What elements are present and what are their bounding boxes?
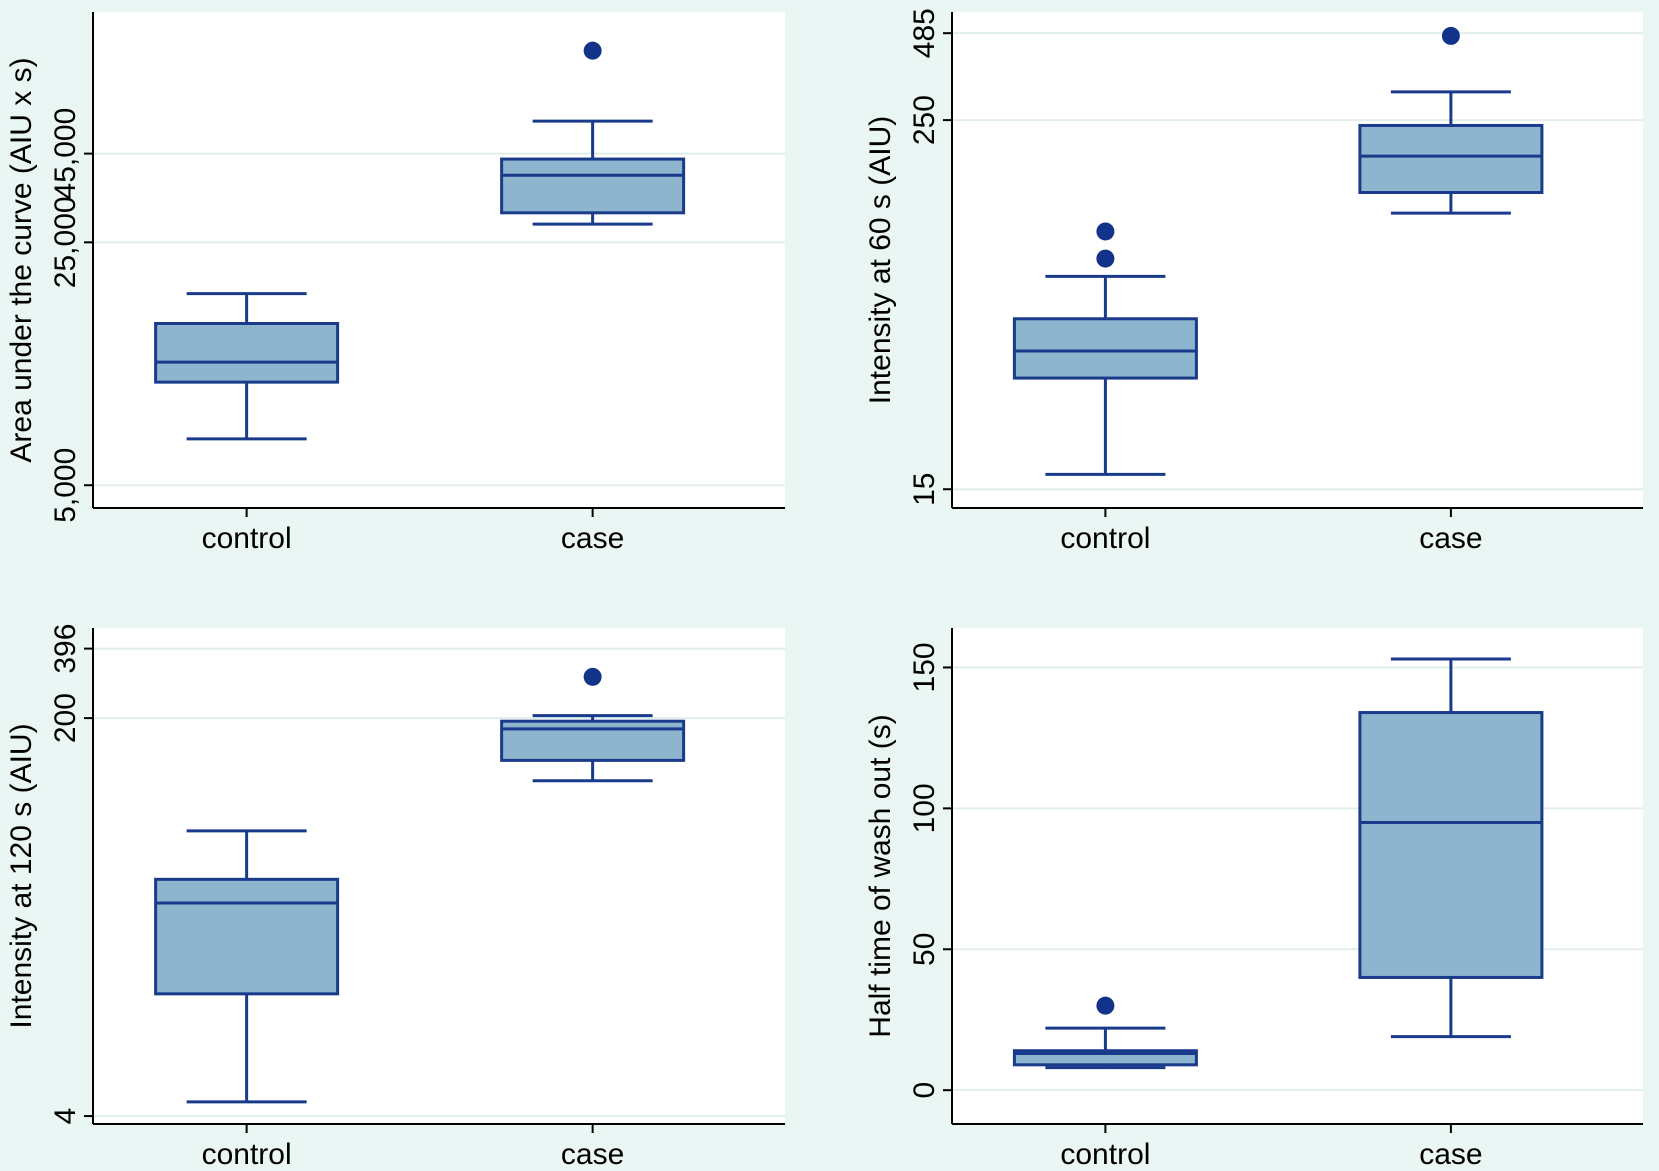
iqr-box <box>1012 317 1198 380</box>
y-tick-label: 4 <box>49 1108 82 1125</box>
panel-3: 4 200 396 Intensity at 120 s (AIU) control ca… <box>5 624 785 1171</box>
panel-4: 0 50 100 150 Half time of wash out (s) contro… <box>864 628 1643 1171</box>
outlier-point <box>1096 996 1115 1015</box>
x-tick-label: case <box>1419 522 1482 555</box>
outlier-point <box>583 667 602 686</box>
y-axis-title: Half time of wash out (s) <box>864 714 897 1037</box>
plot-area <box>93 628 785 1124</box>
y-axis-title: Intensity at 120 s (AIU) <box>5 723 38 1028</box>
plot-area <box>952 12 1643 508</box>
x-tick-label: control <box>1060 522 1150 555</box>
y-tick-label: 45,000 <box>49 108 82 200</box>
iqr-box <box>1358 711 1544 979</box>
x-tick-label: control <box>1060 1138 1150 1171</box>
x-tick-label: control <box>202 522 292 555</box>
iqr-box <box>500 719 686 762</box>
y-tick-label: 100 <box>908 783 941 833</box>
outlier-point <box>1096 249 1115 268</box>
x-tick-label: control <box>202 1138 292 1171</box>
y-tick-label: 15 <box>908 473 941 506</box>
y-axis-title: Area under the curve (AIU x s) <box>5 57 38 462</box>
y-tick-label: 150 <box>908 642 941 692</box>
y-tick-label: 200 <box>49 693 82 743</box>
box-case <box>1358 26 1544 215</box>
x-tick-label: case <box>561 1138 624 1171</box>
x-tick-label: case <box>1419 1138 1482 1171</box>
box-control <box>1012 996 1198 1070</box>
y-tick-label: 5,000 <box>49 448 82 523</box>
outlier-point <box>1441 26 1460 45</box>
y-tick-label: 396 <box>49 624 82 674</box>
iqr-box <box>500 157 686 215</box>
y-tick-label: 485 <box>908 8 941 58</box>
y-tick-label: 250 <box>908 95 941 145</box>
outlier-point <box>583 41 602 60</box>
box-control <box>154 292 340 441</box>
iqr-box <box>154 322 340 384</box>
box-control <box>1012 222 1198 476</box>
box-control <box>154 829 340 1104</box>
outlier-point <box>1096 222 1115 241</box>
iqr-box <box>1358 123 1544 194</box>
box-case <box>500 41 686 226</box>
y-tick-label: 0 <box>908 1082 941 1099</box>
y-axis-title: Intensity at 60 s (AIU) <box>864 116 897 404</box>
y-tick-label: 25,000 <box>49 196 82 288</box>
panel-2: 15 250 485 Intensity at 60 s (AIU) control ca… <box>864 8 1643 555</box>
plot-area <box>93 12 785 508</box>
y-tick-label: 50 <box>908 933 941 966</box>
iqr-box <box>154 877 340 996</box>
x-tick-label: case <box>561 522 624 555</box>
box-case <box>1358 657 1544 1039</box>
box-case <box>500 667 686 783</box>
